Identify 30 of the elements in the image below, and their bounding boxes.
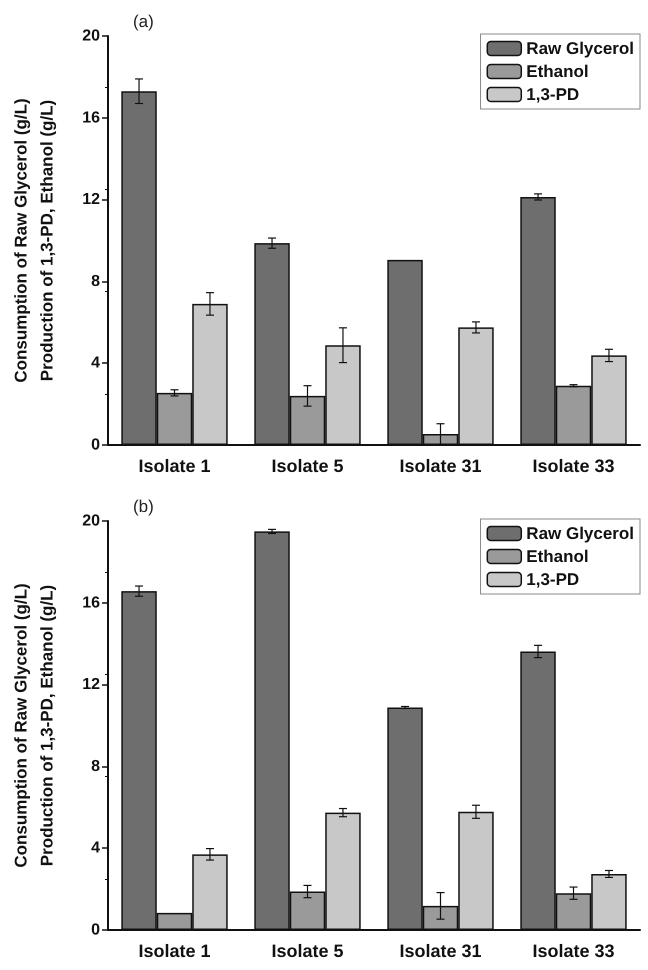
legend-label: Raw Glycerol	[526, 39, 634, 58]
y-tick-label: 8	[91, 272, 100, 290]
y-tick-label: 0	[91, 922, 100, 938]
legend-label: Raw Glycerol	[526, 524, 634, 543]
chart-title: (b)	[133, 497, 154, 516]
y-tick-label: 8	[91, 758, 100, 775]
x-tick-label: Isolate 31	[399, 941, 482, 961]
y-tick-label: 16	[82, 594, 100, 612]
y-tick-label: 4	[91, 354, 100, 372]
legend-label: Ethanol	[526, 62, 589, 81]
y-tick-label: 0	[91, 436, 100, 454]
legend-label: 1,3-PD	[526, 85, 580, 104]
x-tick-label: Isolate 1	[138, 456, 211, 476]
x-tick-label: Isolate 5	[271, 941, 344, 961]
x-tick-label: Isolate 1	[138, 941, 211, 961]
chart-title: (a)	[133, 12, 154, 31]
y-tick-label: 12	[82, 676, 100, 694]
y-tick-label: 20	[82, 28, 100, 44]
y-axis-title: Consumption of Raw Glycerol (g/L) Production of 1,3-PD, Ethanol (g/L)	[12, 98, 56, 383]
x-tick-label: Isolate 5	[271, 456, 344, 476]
x-tick-label: Isolate 33	[532, 941, 615, 961]
legend-label: 1,3-PD	[526, 570, 580, 589]
x-tick-label: Isolate 31	[399, 456, 482, 476]
y-tick-label: 20	[82, 512, 100, 530]
legend-label: Ethanol	[526, 547, 589, 566]
y-tick-label: 16	[82, 109, 100, 126]
y-axis-title: Consumption of Raw Glycerol (g/L) Production of 1,3-PD, Ethanol (g/L)	[12, 583, 56, 868]
x-tick-label: Isolate 33	[532, 456, 615, 476]
y-tick-label: 4	[91, 840, 100, 857]
y-tick-label: 12	[82, 191, 100, 208]
